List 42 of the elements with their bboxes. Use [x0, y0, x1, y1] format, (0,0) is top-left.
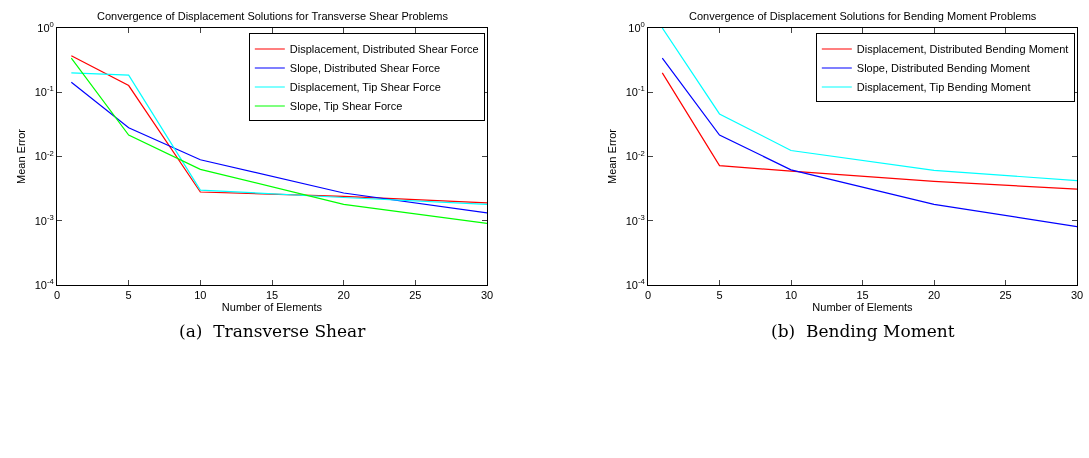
- x-tick-label: 10: [194, 289, 207, 302]
- legend-label: Displacement, Distributed Shear Force: [289, 43, 479, 56]
- text: (a) Transverse Shear: [179, 321, 367, 341]
- x-tick-label: 20: [927, 289, 941, 302]
- x-tick-label: 5: [125, 289, 132, 302]
- line-series: [661, 72, 1077, 190]
- legend-label: Displacement, Tip Shear Force: [289, 81, 441, 94]
- x-axis-title: Number of Elements: [221, 301, 323, 314]
- legend-label: Slope, Tip Shear Force: [289, 100, 403, 113]
- y-tick-label: 10$^{-1}$: [625, 84, 645, 99]
- y-axis-title: Mean Error: [606, 128, 619, 185]
- y-tick-label: 10$^{-4}$: [34, 277, 55, 291]
- chart-title: Convergence of Displacement Solutions for Transverse Shear Problems: [97, 10, 449, 22]
- legend-label: Slope, Distributed Shear Force: [289, 62, 441, 75]
- x-tick-label: 0: [644, 289, 652, 302]
- x-tick-label: 25: [409, 289, 422, 302]
- x-tick-label: 15: [265, 289, 279, 302]
- legend-label: Displacement, Tip Bending Moment: [856, 81, 1031, 94]
- legend-label: Displacement, Distributed Bending Moment: [856, 43, 1069, 56]
- x-tick-label: 25: [999, 289, 1012, 302]
- text: (b) Bending Moment: [771, 321, 955, 341]
- y-tick-label: 10$^{-2}$: [625, 148, 645, 163]
- legend-label: Slope, Distributed Bending Moment: [856, 62, 1030, 75]
- y-tick-label: 10$^{-4}$: [625, 277, 646, 291]
- y-tick-label: 10$^{-3}$: [625, 212, 645, 227]
- line-series: [661, 28, 1077, 182]
- x-tick-label: 30: [480, 289, 494, 302]
- y-tick-label: 10$^{0}$: [628, 20, 645, 34]
- x-tick-label: 20: [337, 289, 350, 302]
- y-tick-label: 10$^{-1}$: [34, 84, 54, 99]
- x-tick-label: 15: [856, 289, 869, 302]
- y-tick-label: 10$^{0}$: [37, 20, 54, 34]
- x-axis-title: Number of Elements: [812, 301, 914, 314]
- y-tick-label: 10$^{-2}$: [34, 148, 54, 163]
- chart-title: Convergence of Displacement Solutions for Bending Moment Problems: [689, 10, 1037, 22]
- line-series: [661, 57, 1077, 228]
- y-axis-title: Mean Error: [15, 128, 28, 185]
- x-tick-label: 0: [53, 289, 61, 302]
- x-tick-label: 5: [716, 289, 723, 302]
- x-tick-label: 30: [1070, 289, 1084, 302]
- y-tick-label: 10$^{-3}$: [34, 212, 54, 227]
- x-tick-label: 10: [784, 289, 798, 302]
